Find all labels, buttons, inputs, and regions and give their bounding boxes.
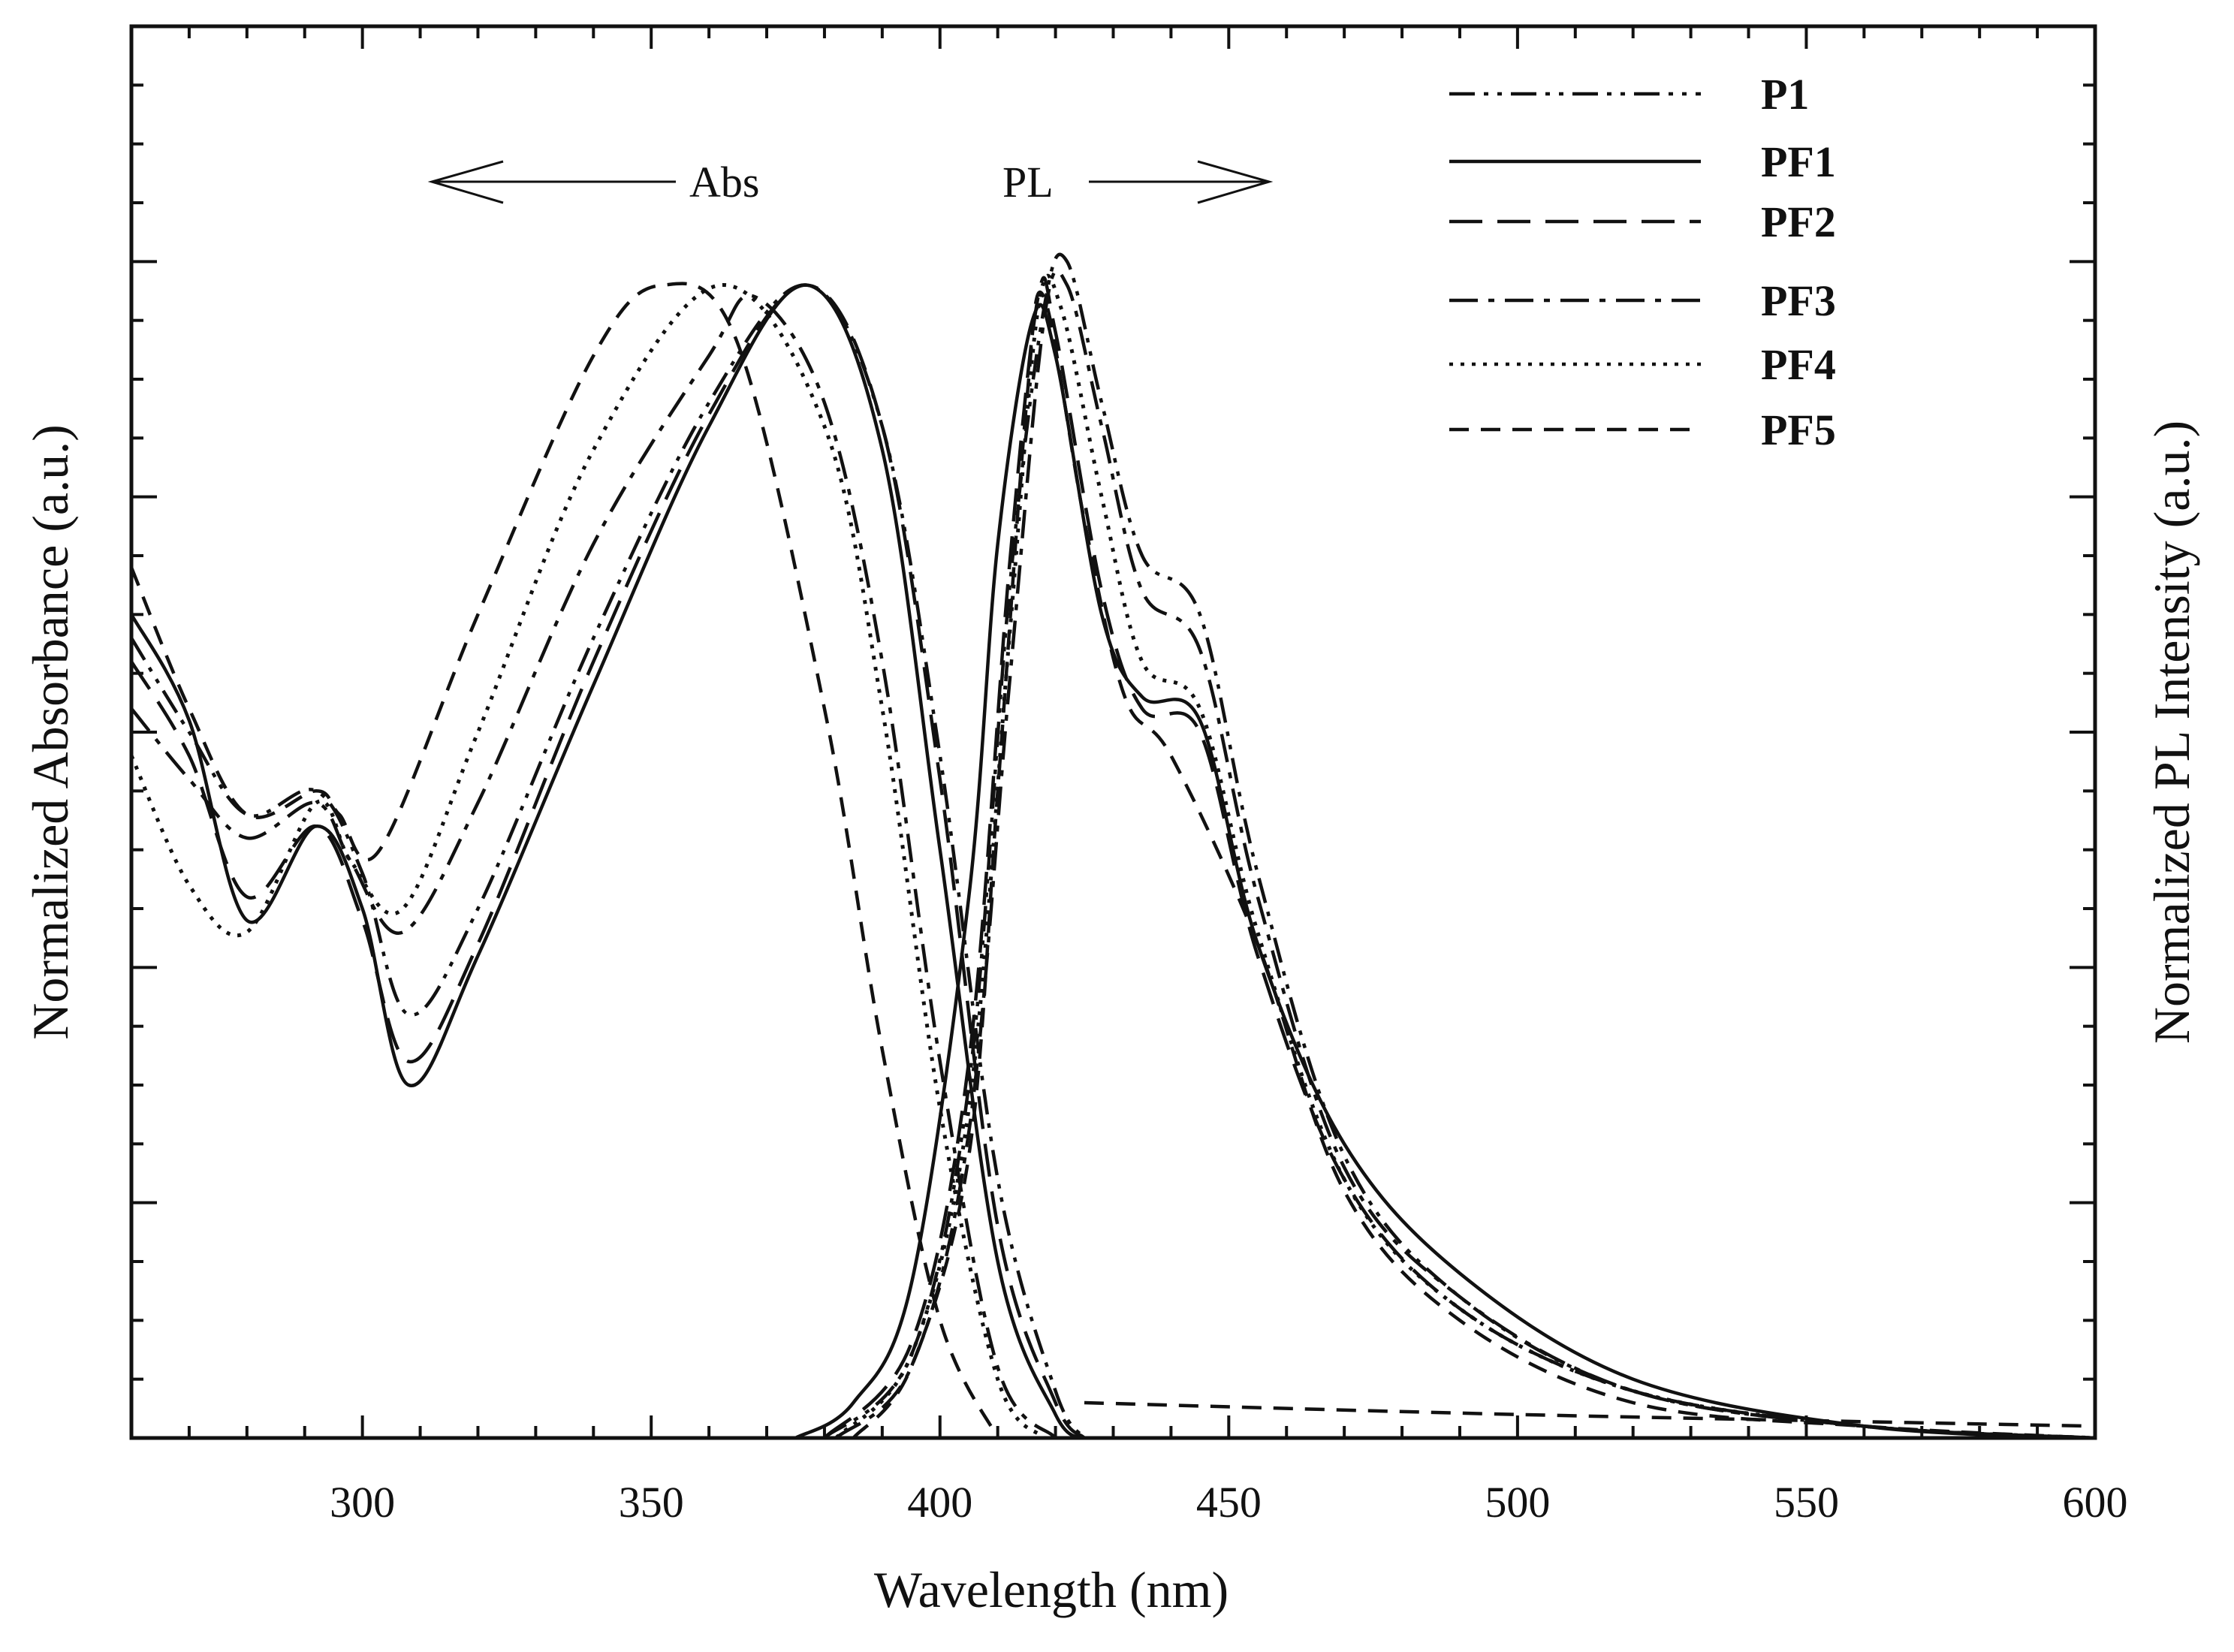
x-tick-labels: 300 350 400 450 500 550 600 — [330, 1478, 2127, 1527]
series-pf1-pl-line — [794, 303, 2096, 1440]
series-pf3-absorbance-line — [130, 294, 1057, 1439]
y-axis-left-title: Normalized Absorbance (a.u.) — [22, 424, 79, 1039]
series-pf4-pl-line — [834, 273, 2096, 1440]
x-tick-label: 300 — [330, 1478, 395, 1527]
y-axis-right-title: Normalized PL Intensity (a.u.) — [2143, 421, 2200, 1044]
series-pf5-pl-baseline — [1084, 1400, 2096, 1428]
series-pf3-pl-line — [834, 269, 2096, 1440]
legend: P1 PF1 PF2 PF3 PF4 PF5 — [1449, 70, 1836, 454]
abs-label: Abs — [689, 158, 759, 206]
pl-arrow-head — [1197, 160, 1274, 204]
legend-label-pf2: PF2 — [1761, 197, 1836, 246]
abs-annotation: Abs — [427, 158, 759, 206]
curves — [129, 252, 2096, 1440]
legend-label-p1: P1 — [1761, 70, 1809, 119]
legend-label-pf3: PF3 — [1761, 276, 1836, 325]
x-tick-label: 400 — [907, 1478, 972, 1527]
series-pf4-absorbance-line — [129, 283, 1046, 1439]
series-pf1-absorbance-line — [130, 283, 1086, 1440]
x-tick-label: 600 — [2063, 1478, 2128, 1527]
series-pf5-absorbance-line — [129, 282, 999, 1439]
axis-ticks — [131, 26, 2097, 1438]
legend-label-pf5: PF5 — [1761, 405, 1836, 454]
x-tick-label: 500 — [1485, 1478, 1550, 1527]
series-pf2-pl-line — [823, 276, 2096, 1440]
abs-arrow-head — [427, 160, 504, 204]
series-pf5-pl-line — [852, 290, 2096, 1440]
x-tick-label: 350 — [619, 1478, 684, 1527]
x-tick-label: 450 — [1196, 1478, 1262, 1527]
x-tick-label: 550 — [1774, 1478, 1839, 1527]
x-axis-title: Wavelength (nm) — [874, 1561, 1229, 1618]
series-pf2-absorbance-line — [130, 283, 1086, 1439]
pl-annotation: PL — [1002, 158, 1274, 206]
legend-label-pf1: PF1 — [1761, 137, 1836, 186]
pl-label: PL — [1002, 158, 1054, 206]
series-p1-pl-line — [823, 252, 2096, 1440]
legend-label-pf4: PF4 — [1761, 340, 1836, 389]
